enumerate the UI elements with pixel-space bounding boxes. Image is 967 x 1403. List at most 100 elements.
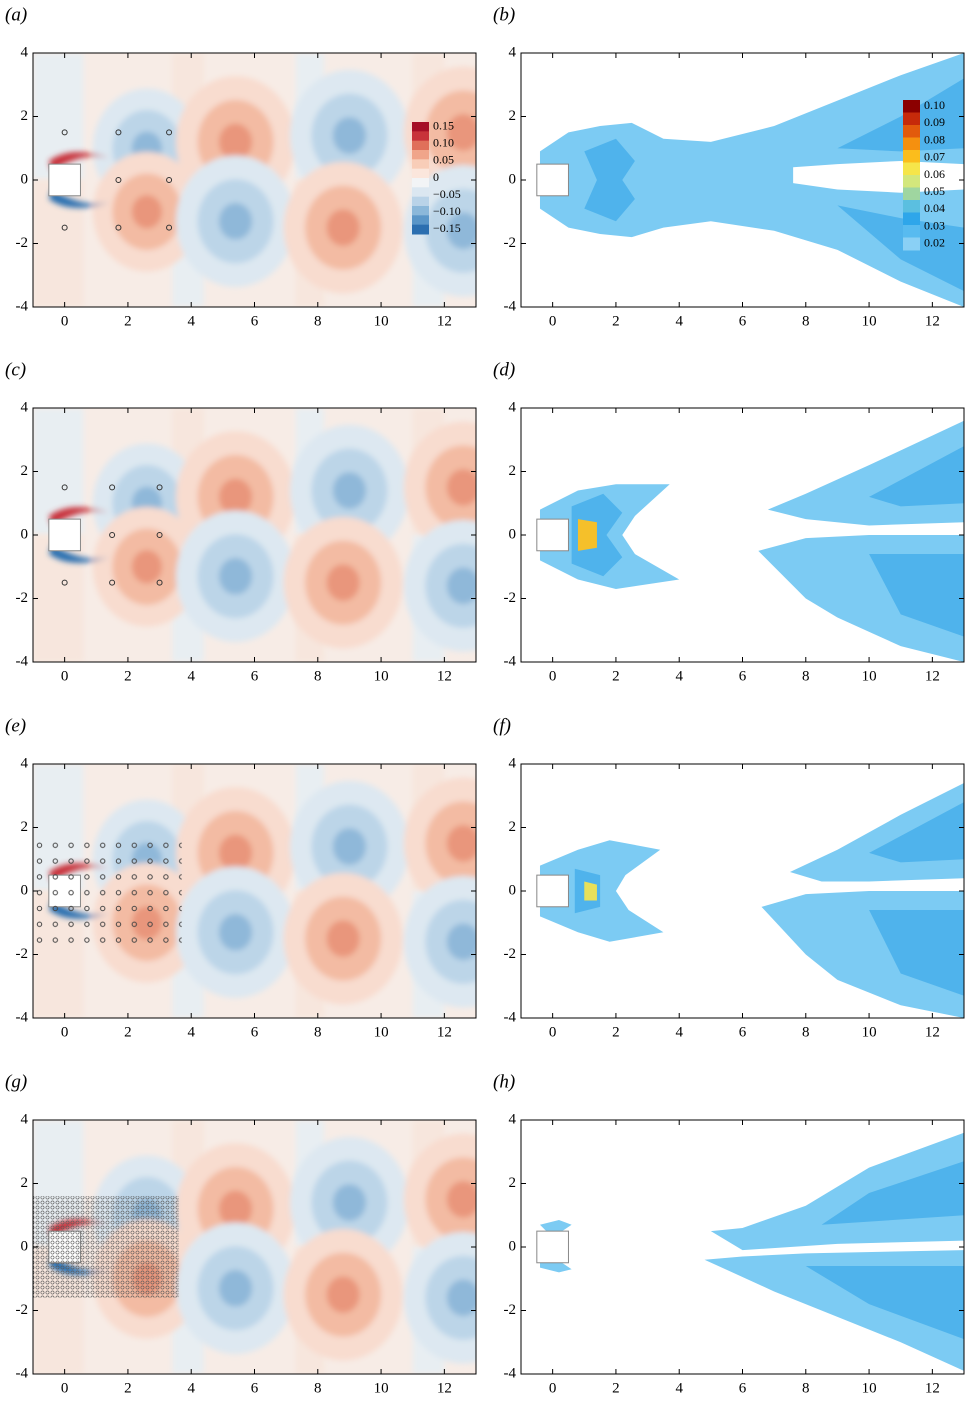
y-tick-label: 4 <box>21 399 29 415</box>
cylinder <box>48 518 81 552</box>
plot-area <box>536 53 964 307</box>
y-tick-label: 4 <box>21 1111 29 1127</box>
x-tick-label: 10 <box>862 668 877 684</box>
x-tick-label: 12 <box>925 313 940 329</box>
y-tick-label: 4 <box>509 399 517 415</box>
vortex <box>446 825 476 862</box>
panel-label: (b) <box>493 4 515 25</box>
cylinder <box>536 518 569 552</box>
x-tick-label: 0 <box>61 668 69 684</box>
shear-layer <box>48 189 109 208</box>
y-tick-label: -2 <box>504 946 517 962</box>
vortex <box>218 834 253 872</box>
x-tick-label: 4 <box>675 668 683 684</box>
y-tick-label: -4 <box>16 1365 29 1381</box>
cylinder <box>536 163 569 197</box>
cylinder <box>536 874 569 908</box>
sensor <box>156 579 163 586</box>
x-tick-label: 10 <box>862 313 877 329</box>
x-tick-label: 2 <box>124 313 132 329</box>
x-tick-label: 10 <box>862 1024 877 1040</box>
colorbar-label: 0.15 <box>433 118 454 132</box>
colorbar-label: 0.10 <box>433 136 454 150</box>
colorbar-label: 0.05 <box>433 153 454 167</box>
x-tick-label: 8 <box>802 313 810 329</box>
field-region <box>584 881 597 901</box>
cylinder <box>48 163 81 197</box>
sensor <box>115 224 122 231</box>
vortex <box>446 923 476 961</box>
field-region <box>793 160 964 193</box>
vortex <box>332 117 366 154</box>
y-tick-label: 0 <box>21 1238 29 1254</box>
colorbar-label: −0.15 <box>433 221 461 235</box>
sensor <box>166 129 173 136</box>
y-tick-label: 4 <box>509 755 517 771</box>
x-tick-label: 0 <box>549 1380 557 1396</box>
field-region <box>869 554 964 637</box>
panel-label: (a) <box>5 4 27 25</box>
colorbar-label: 0.09 <box>924 115 945 129</box>
x-tick-label: 4 <box>187 1380 195 1396</box>
colorbar-swatch <box>412 215 429 226</box>
colorbar-label: 0.05 <box>924 184 945 198</box>
colorbar-swatch <box>903 237 920 251</box>
x-tick-label: 10 <box>862 1380 877 1396</box>
x-tick-label: 4 <box>187 1024 195 1040</box>
colorbar-swatch <box>903 125 920 138</box>
y-tick-label: -4 <box>504 653 517 669</box>
x-tick-label: 10 <box>374 313 389 329</box>
x-tick-label: 10 <box>374 1024 389 1040</box>
y-tick-label: -2 <box>504 1302 517 1318</box>
colorbar-swatch <box>412 140 429 151</box>
x-tick-label: 8 <box>314 1380 322 1396</box>
colorbar-swatch <box>903 212 920 226</box>
colorbar-swatch <box>903 137 920 151</box>
y-tick-label: -2 <box>16 946 29 962</box>
colorbar-swatch <box>412 150 429 160</box>
x-tick-label: 2 <box>612 1380 620 1396</box>
x-tick-label: 0 <box>549 313 557 329</box>
field-region <box>821 1161 964 1225</box>
vortex <box>131 195 162 229</box>
colorbar-label: −0.10 <box>433 204 461 218</box>
panel-label: (h) <box>493 1071 515 1092</box>
colorbar-swatch <box>903 175 920 188</box>
y-tick-label: 4 <box>509 1111 517 1127</box>
x-tick-label: 2 <box>612 1024 620 1040</box>
colorbar-swatch <box>412 159 429 170</box>
cylinder <box>536 1230 569 1264</box>
x-tick-label: 6 <box>739 668 747 684</box>
field-region <box>539 53 964 307</box>
sensor-grid <box>33 838 182 944</box>
shear-layer <box>48 507 109 526</box>
colorbar-label: −0.05 <box>433 187 461 201</box>
y-tick-label: -4 <box>504 298 517 314</box>
y-tick-label: -2 <box>16 235 29 251</box>
y-tick-label: -4 <box>16 298 29 314</box>
colorbar-swatch <box>412 168 429 179</box>
y-tick-label: -4 <box>504 1009 517 1025</box>
x-tick-label: 10 <box>374 668 389 684</box>
y-tick-label: 0 <box>509 1238 517 1254</box>
colorbar-swatch <box>412 187 429 198</box>
vortex <box>326 209 360 246</box>
y-tick-label: 2 <box>509 463 517 479</box>
field-region <box>869 910 964 996</box>
x-tick-label: 8 <box>802 668 810 684</box>
x-tick-label: 6 <box>251 1380 259 1396</box>
field-region <box>837 78 964 152</box>
y-tick-label: 2 <box>21 819 29 835</box>
colorbar-label: 0.04 <box>924 201 945 215</box>
vortex <box>131 550 162 584</box>
y-tick-label: 2 <box>21 1175 29 1191</box>
colorbar-label: 0.07 <box>924 150 945 164</box>
y-tick-label: 2 <box>509 819 517 835</box>
x-tick-label: 2 <box>124 1024 132 1040</box>
y-tick-label: 4 <box>21 755 29 771</box>
panel-label: (e) <box>5 715 26 736</box>
vortex <box>332 472 366 509</box>
x-tick-label: 0 <box>549 668 557 684</box>
vortex-group <box>48 421 476 652</box>
colorbar-label: 0.02 <box>924 236 945 250</box>
